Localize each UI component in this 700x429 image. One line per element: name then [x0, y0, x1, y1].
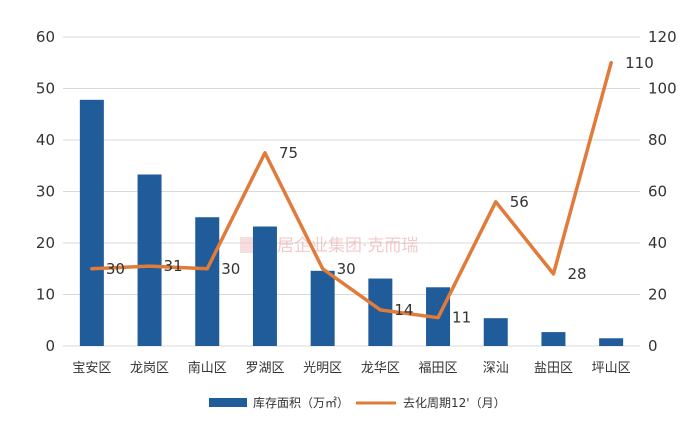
- line-data-label: 110: [625, 54, 654, 72]
- left-axis: 0 10 20 30 40 50 60: [36, 28, 55, 355]
- bar: [79, 99, 104, 346]
- bar: [195, 217, 220, 346]
- legend-swatch-bar: [209, 398, 247, 407]
- line-data-label: 75: [279, 144, 298, 162]
- line-data-label: 11: [452, 309, 471, 327]
- line-data-label: 56: [510, 193, 529, 211]
- category-label: 龙岗区: [130, 361, 169, 376]
- legend-label-bar: 库存面积（万㎡）: [253, 395, 349, 410]
- line-data-label: 28: [567, 265, 586, 283]
- data-labels: 30 31 30 75 30 14 11 56 28 110: [106, 54, 654, 327]
- right-tick-label: 80: [648, 131, 667, 149]
- watermark-logo: [240, 237, 256, 253]
- category-label: 坪山区: [592, 361, 631, 376]
- bar: [252, 226, 277, 346]
- watermark-text: 易居企业集团·克而瑞: [260, 236, 418, 256]
- left-tick-label: 30: [36, 183, 55, 201]
- category-label: 龙华区: [361, 361, 400, 376]
- category-label: 南山区: [188, 360, 227, 376]
- category-label: 深汕: [483, 361, 509, 376]
- category-label: 罗湖区: [245, 361, 284, 376]
- right-tick-label: 120: [648, 28, 677, 46]
- legend-label-line: 去化周期12'（月）: [403, 396, 506, 410]
- right-tick-label: 100: [648, 80, 677, 98]
- bar: [599, 338, 624, 346]
- left-tick-label: 40: [36, 131, 55, 149]
- right-tick-label: 0: [648, 337, 658, 355]
- left-tick-label: 50: [36, 80, 55, 98]
- category-label: 盐田区: [534, 361, 573, 376]
- bar: [541, 332, 566, 346]
- bar: [137, 174, 162, 346]
- category-label: 光明区: [303, 361, 342, 376]
- right-tick-label: 40: [648, 234, 667, 252]
- bar: [310, 270, 335, 346]
- line-data-label: 30: [221, 260, 240, 278]
- category-axis: 宝安区 龙岗区 南山区 罗湖区 光明区 龙华区 福田区 深汕 盐田区 坪山区: [72, 360, 630, 376]
- left-tick-label: 60: [36, 28, 55, 46]
- right-tick-label: 60: [648, 183, 667, 201]
- right-tick-label: 20: [648, 286, 667, 304]
- line-data-label: 31: [164, 257, 183, 275]
- category-label: 福田区: [419, 361, 458, 376]
- line-data-label: 30: [106, 260, 125, 278]
- left-tick-label: 0: [45, 337, 55, 355]
- line-series-path: [90, 61, 613, 320]
- bars: [79, 99, 624, 346]
- right-axis: 0 20 40 60 80 100 120: [648, 28, 677, 355]
- watermark: 易居企业集团·克而瑞: [240, 236, 418, 256]
- line-series: [90, 61, 613, 320]
- line-data-label: 30: [337, 260, 356, 278]
- category-label: 宝安区: [72, 361, 111, 376]
- left-tick-label: 20: [36, 234, 55, 252]
- left-tick-label: 10: [36, 286, 55, 304]
- line-data-label: 14: [394, 301, 413, 319]
- bar: [483, 318, 508, 346]
- legend: 库存面积（万㎡） 去化周期12'（月）: [209, 395, 506, 410]
